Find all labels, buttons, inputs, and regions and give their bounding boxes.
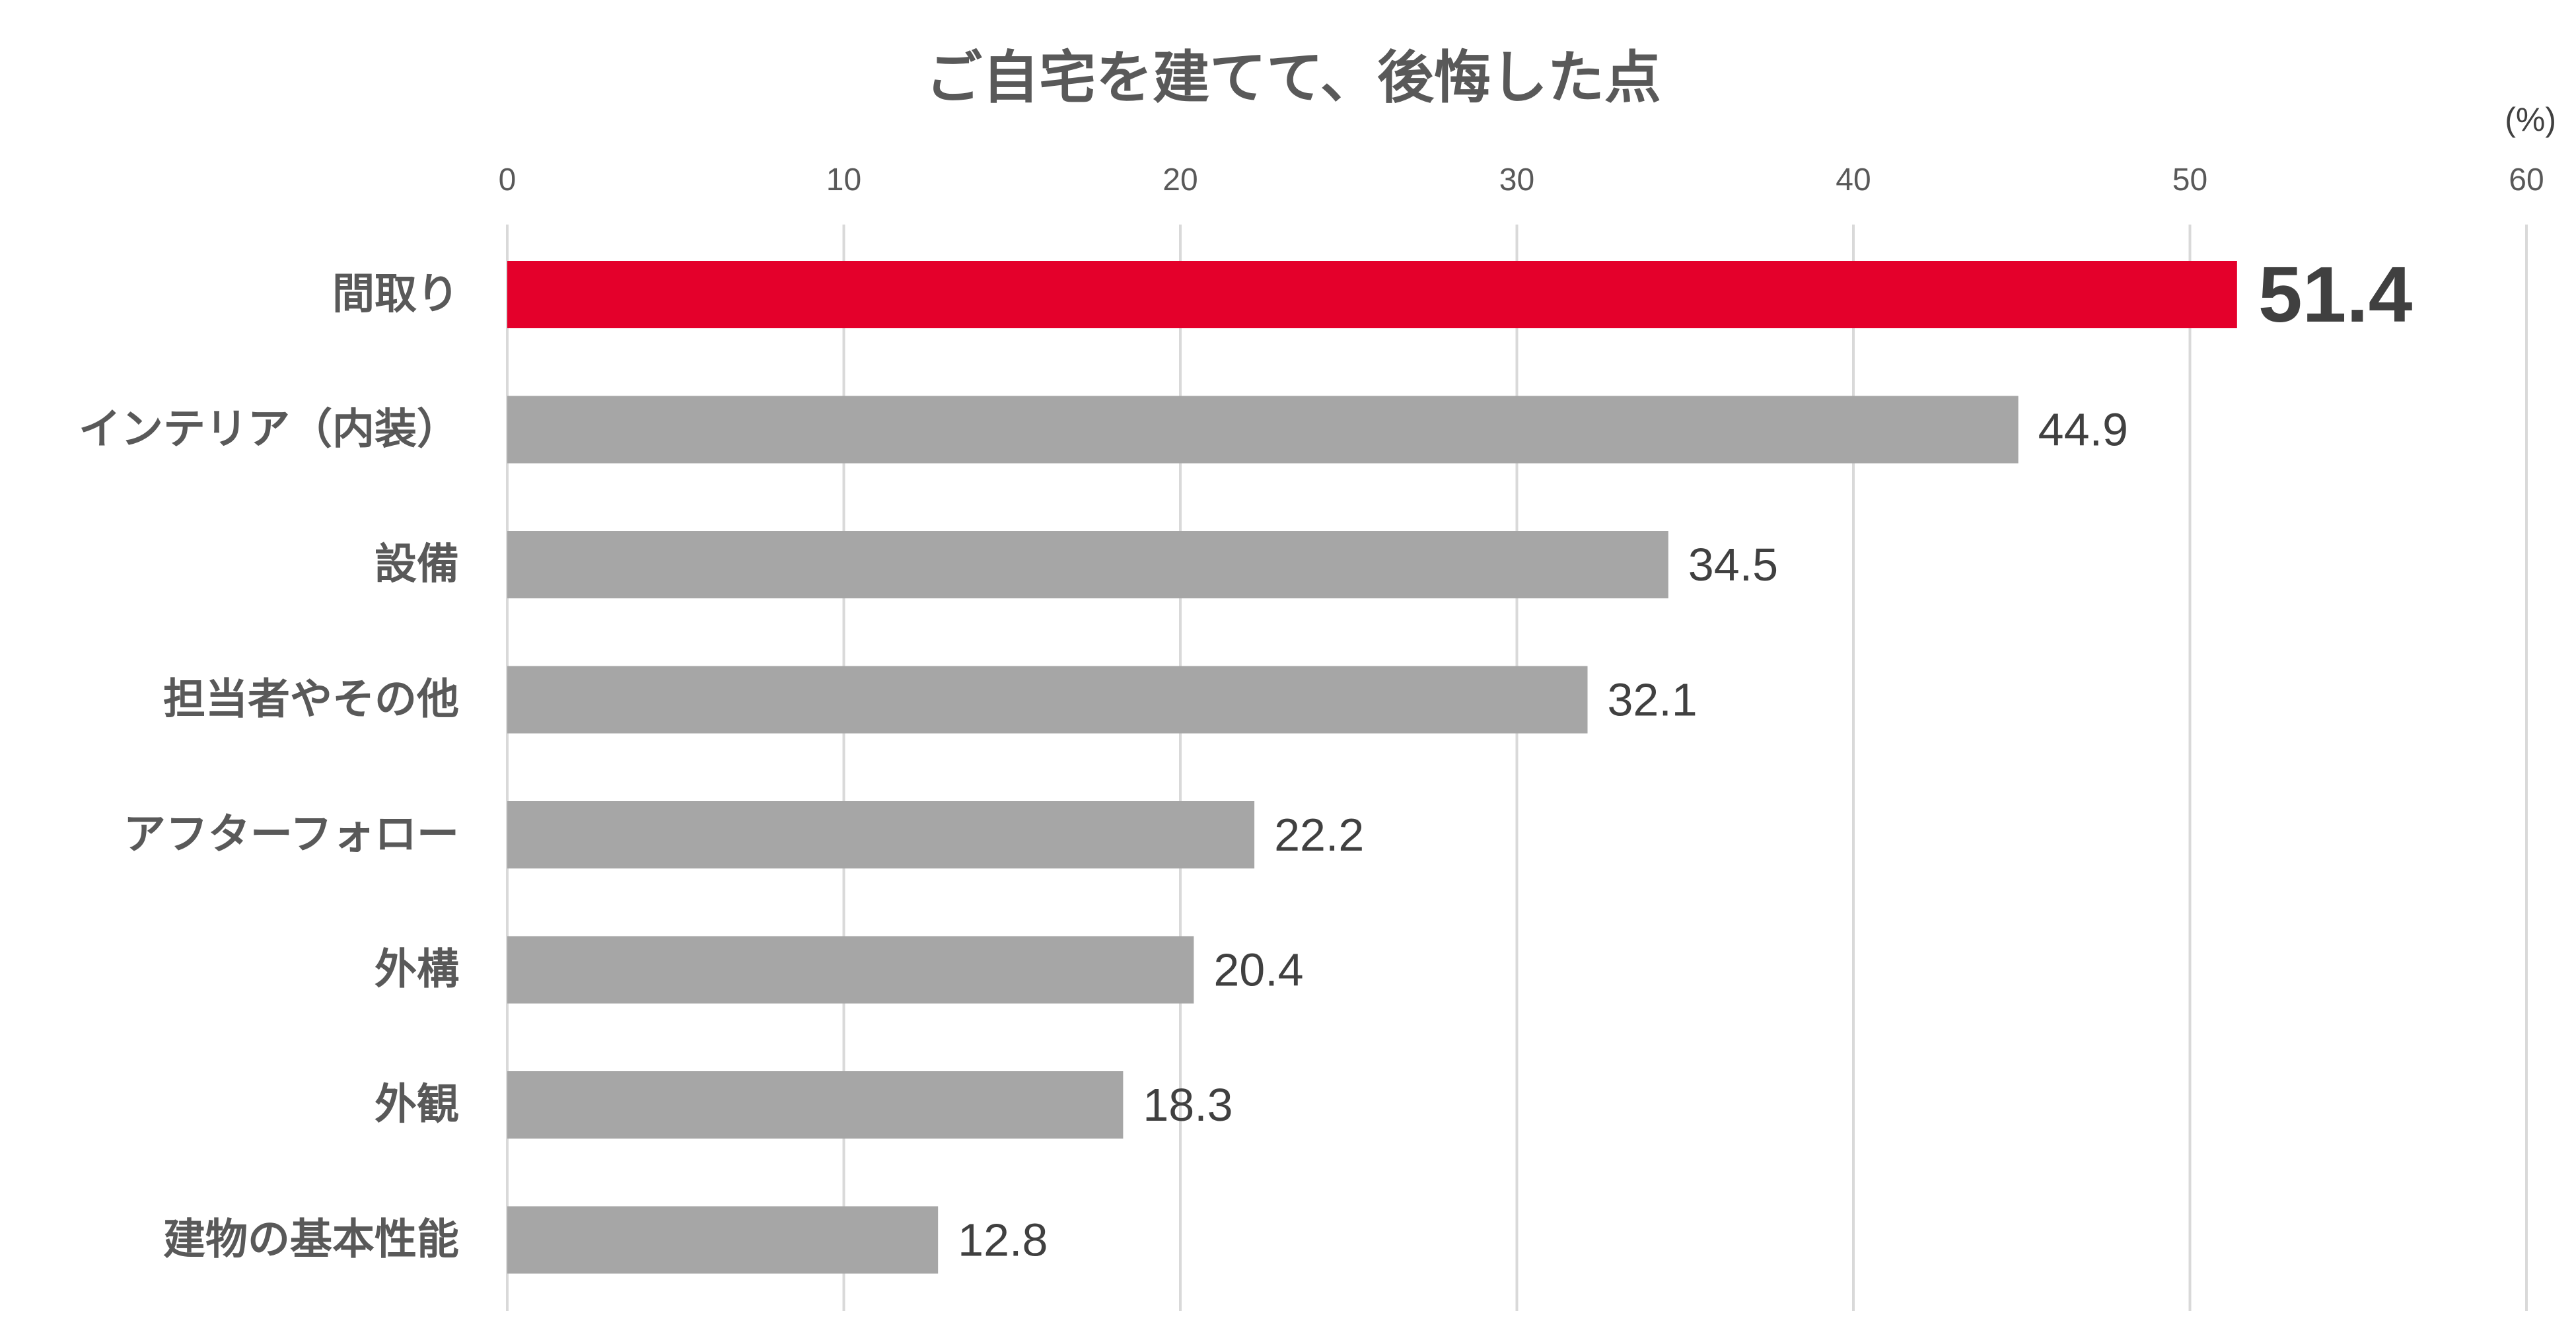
bar — [507, 666, 1588, 734]
bar — [507, 531, 1668, 598]
x-tick-label: 60 — [2509, 162, 2544, 197]
category-label: 担当者やその他 — [163, 676, 459, 724]
value-label: 22.2 — [1274, 809, 1364, 861]
bar — [507, 936, 1194, 1004]
category-label: 建物の基本性能 — [163, 1216, 459, 1265]
bar — [507, 801, 1255, 868]
category-label: 設備 — [375, 540, 459, 589]
value-label: 18.3 — [1143, 1079, 1233, 1131]
bar — [507, 1206, 939, 1274]
category-label: 外観 — [375, 1080, 459, 1129]
category-label: 外構 — [375, 946, 459, 995]
value-label: 51.4 — [2258, 250, 2413, 339]
bar — [507, 1071, 1124, 1139]
x-tick-label: 20 — [1163, 162, 1198, 197]
value-label: 34.5 — [1688, 539, 1778, 590]
value-labels: 51.4 44.9 34.5 32.1 22.2 20.4 18.3 12.8 — [958, 250, 2412, 1266]
value-label: 12.8 — [958, 1215, 1048, 1266]
x-tick-label: 10 — [826, 162, 861, 197]
x-tick-label: 0 — [499, 162, 517, 197]
bar — [507, 261, 2237, 328]
x-tick-label: 50 — [2172, 162, 2207, 197]
value-label: 32.1 — [1607, 674, 1697, 726]
x-tick-label: 30 — [1499, 162, 1534, 197]
bar — [507, 396, 2019, 464]
value-label: 20.4 — [1213, 944, 1303, 996]
category-label: インテリア（内装） — [79, 406, 459, 454]
category-label: アフターフォロー — [124, 810, 459, 859]
x-tick-label: 40 — [1836, 162, 1871, 197]
axis-unit-label: (%) — [2505, 101, 2556, 138]
bars — [507, 261, 2237, 1274]
gridlines — [506, 225, 2528, 1311]
chart-title: ご自宅を建てて、後悔した点 — [925, 45, 1661, 111]
category-label: 間取り — [332, 270, 459, 319]
value-label: 44.9 — [2038, 404, 2128, 456]
x-axis-ticks: 0 10 20 30 40 50 60 — [499, 162, 2544, 197]
